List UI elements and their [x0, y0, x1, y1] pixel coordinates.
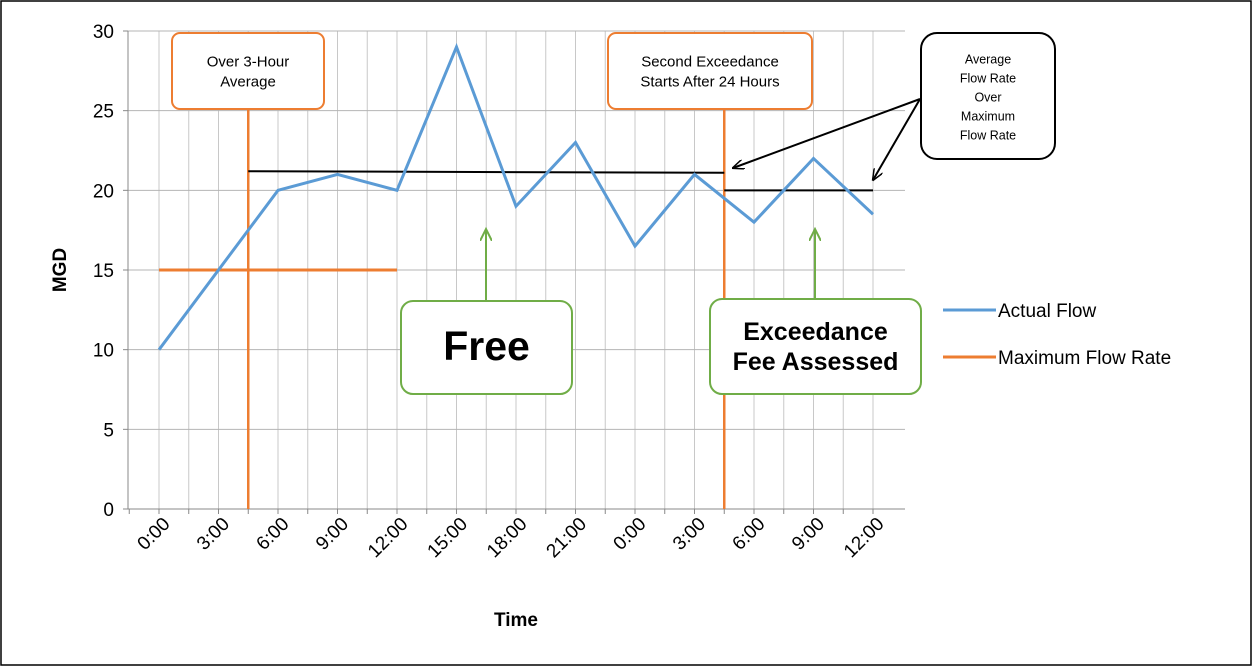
annotation-box-over-3-hour: Over 3-Hour Average: [172, 33, 324, 109]
y-tick-label: 5: [103, 420, 114, 441]
x-axis-label: Time: [494, 610, 538, 631]
annotation-text: Fee Assessed: [733, 348, 899, 376]
annotation-text: Over: [974, 90, 1001, 104]
annotation-box-second-exceedance: Second Exceedance Starts After 24 Hours: [608, 33, 812, 109]
annotation-text: Exceedance: [743, 318, 888, 346]
annotation-box-free: Free: [401, 301, 572, 394]
annotation-text: Starts After 24 Hours: [640, 74, 779, 91]
annotation-text: Maximum: [961, 109, 1015, 123]
y-axis-label: MGD: [50, 248, 71, 292]
y-tick-label: 30: [93, 22, 114, 43]
annotation-text: Flow Rate: [960, 71, 1016, 85]
annotation-text: Over 3-Hour: [207, 54, 290, 71]
y-tick-label: 15: [93, 261, 114, 282]
annotation-text: Average: [965, 52, 1011, 66]
legend-label: Maximum Flow Rate: [998, 348, 1171, 369]
y-tick-label: 25: [93, 102, 114, 123]
annotation-box-frame: [172, 33, 324, 109]
y-tick-label: 0: [103, 500, 114, 521]
annotation-box-frame: [710, 299, 921, 394]
annotation-text: Free: [443, 323, 530, 369]
annotation-text: Second Exceedance: [641, 54, 779, 71]
annotation-box-avg-over-max: Average Flow Rate Over Maximum Flow Rate: [921, 33, 1055, 159]
annotation-text: Average: [220, 74, 276, 91]
annotation-text: Flow Rate: [960, 128, 1016, 142]
y-tick-label: 10: [93, 341, 114, 362]
legend-label: Actual Flow: [998, 301, 1096, 322]
annotation-box-frame: [608, 33, 812, 109]
y-tick-label: 20: [93, 181, 114, 202]
